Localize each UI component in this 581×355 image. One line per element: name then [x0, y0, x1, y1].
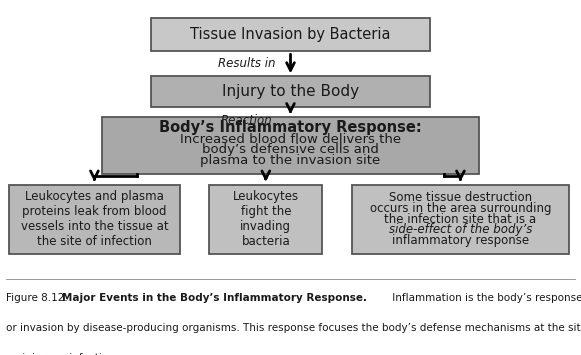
Text: the infection site that is a: the infection site that is a — [385, 213, 536, 226]
Text: Leukocytes and plasma
proteins leak from blood
vessels into the tissue at
the si: Leukocytes and plasma proteins leak from… — [20, 190, 168, 248]
Text: Injury to the Body: Injury to the Body — [222, 84, 359, 99]
Text: or invasion by disease-producing organisms. This response focuses the body’s def: or invasion by disease-producing organis… — [6, 323, 581, 333]
Text: Results in: Results in — [218, 58, 275, 70]
Text: occurs in the area surrounding: occurs in the area surrounding — [370, 202, 551, 215]
Text: body’s defensive cells and: body’s defensive cells and — [202, 143, 379, 156]
Text: inflammatory response: inflammatory response — [392, 234, 529, 247]
Text: plasma to the invasion site: plasma to the invasion site — [200, 154, 381, 166]
Text: Increased blood flow delivers the: Increased blood flow delivers the — [180, 133, 401, 146]
Text: Body’s Inflammatory Response:: Body’s Inflammatory Response: — [159, 120, 422, 135]
FancyBboxPatch shape — [102, 117, 479, 174]
Text: Reaction: Reaction — [221, 114, 272, 127]
FancyBboxPatch shape — [151, 18, 430, 51]
FancyBboxPatch shape — [151, 76, 430, 106]
Text: an injury or infection.: an injury or infection. — [6, 353, 118, 355]
FancyBboxPatch shape — [352, 185, 569, 254]
Text: Major Events in the Body’s Inflammatory Response.: Major Events in the Body’s Inflammatory … — [62, 293, 367, 303]
Text: Leukocytes
fight the
invading
bacteria: Leukocytes fight the invading bacteria — [233, 190, 299, 248]
FancyBboxPatch shape — [9, 185, 180, 254]
Text: Inflammation is the body’s response to injury: Inflammation is the body’s response to i… — [389, 293, 581, 303]
Text: Figure 8.12.: Figure 8.12. — [6, 293, 71, 303]
Text: Some tissue destruction: Some tissue destruction — [389, 191, 532, 204]
Text: side-effect of the body’s: side-effect of the body’s — [389, 223, 532, 236]
Text: Tissue Invasion by Bacteria: Tissue Invasion by Bacteria — [190, 27, 391, 42]
FancyBboxPatch shape — [209, 185, 322, 254]
